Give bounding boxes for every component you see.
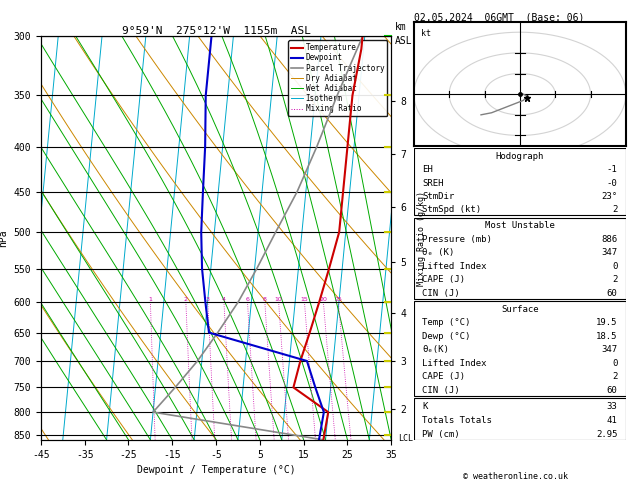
Text: kt: kt	[421, 29, 431, 38]
Text: 2.95: 2.95	[596, 430, 618, 439]
Text: Mixing Ratio (g/kg): Mixing Ratio (g/kg)	[417, 191, 426, 286]
Text: SREH: SREH	[422, 179, 444, 188]
Y-axis label: hPa: hPa	[0, 229, 8, 247]
Text: PW (cm): PW (cm)	[422, 430, 460, 439]
Text: 25: 25	[335, 297, 342, 302]
Legend: Temperature, Dewpoint, Parcel Trajectory, Dry Adiabat, Wet Adiabat, Isotherm, Mi: Temperature, Dewpoint, Parcel Trajectory…	[288, 40, 387, 116]
Text: 02.05.2024  06GMT  (Base: 06): 02.05.2024 06GMT (Base: 06)	[414, 12, 584, 22]
Text: 3: 3	[206, 297, 210, 302]
Text: 2: 2	[612, 275, 618, 284]
Text: LCL: LCL	[398, 434, 413, 443]
Text: 60: 60	[606, 386, 618, 395]
Text: 1: 1	[148, 297, 152, 302]
Text: CAPE (J): CAPE (J)	[422, 275, 465, 284]
Text: K: K	[422, 402, 428, 411]
Text: Temp (°C): Temp (°C)	[422, 318, 470, 327]
Text: Lifted Index: Lifted Index	[422, 262, 487, 271]
Text: Dewp (°C): Dewp (°C)	[422, 332, 470, 341]
Text: 0: 0	[612, 262, 618, 271]
Text: 4: 4	[222, 297, 226, 302]
Text: CIN (J): CIN (J)	[422, 289, 460, 298]
Text: 23°: 23°	[601, 192, 618, 201]
X-axis label: Dewpoint / Temperature (°C): Dewpoint / Temperature (°C)	[136, 465, 296, 475]
Text: 15: 15	[301, 297, 308, 302]
Text: ASL: ASL	[394, 36, 412, 46]
Text: Most Unstable: Most Unstable	[485, 221, 555, 230]
Text: 886: 886	[601, 235, 618, 244]
Text: StmSpd (kt): StmSpd (kt)	[422, 206, 481, 214]
Text: 8: 8	[263, 297, 267, 302]
Text: Surface: Surface	[501, 305, 538, 313]
Text: StmDir: StmDir	[422, 192, 455, 201]
Text: θₑ(K): θₑ(K)	[422, 345, 449, 354]
Text: Totals Totals: Totals Totals	[422, 416, 493, 425]
Text: 347: 347	[601, 248, 618, 257]
Text: km: km	[394, 21, 406, 32]
Text: 0: 0	[612, 359, 618, 368]
Bar	[414, 398, 626, 440]
Text: 20: 20	[320, 297, 327, 302]
Text: 2: 2	[612, 206, 618, 214]
Text: 60: 60	[606, 289, 618, 298]
Text: -1: -1	[606, 165, 618, 174]
Text: 18.5: 18.5	[596, 332, 618, 341]
Text: -0: -0	[606, 179, 618, 188]
Text: θₑ (K): θₑ (K)	[422, 248, 455, 257]
Title: 9°59'N  275°12'W  1155m  ASL: 9°59'N 275°12'W 1155m ASL	[121, 26, 311, 35]
Text: 10: 10	[275, 297, 282, 302]
Text: 6: 6	[245, 297, 250, 302]
Text: 347: 347	[601, 345, 618, 354]
Text: Pressure (mb): Pressure (mb)	[422, 235, 493, 244]
Text: 2: 2	[184, 297, 188, 302]
Text: Hodograph: Hodograph	[496, 152, 544, 161]
Bar	[414, 218, 626, 298]
Bar	[414, 301, 626, 396]
Text: CIN (J): CIN (J)	[422, 386, 460, 395]
Text: © weatheronline.co.uk: © weatheronline.co.uk	[464, 472, 568, 481]
Bar	[414, 148, 626, 215]
Text: 33: 33	[606, 402, 618, 411]
Text: 19.5: 19.5	[596, 318, 618, 327]
Text: Lifted Index: Lifted Index	[422, 359, 487, 368]
Text: 41: 41	[606, 416, 618, 425]
Text: CAPE (J): CAPE (J)	[422, 372, 465, 382]
Text: EH: EH	[422, 165, 433, 174]
Text: 2: 2	[612, 372, 618, 382]
